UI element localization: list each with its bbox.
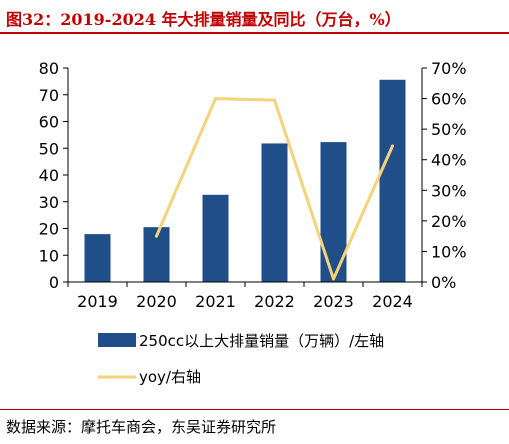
x-axis: 2019 2020 2021 2022 2023 2024 [67,281,423,311]
x-tick-label: 2019 [77,292,118,311]
yoy-point [391,144,394,148]
yoy-point [273,98,276,102]
right-tick-label: 50% [431,120,467,139]
source-rule [0,409,509,410]
left-tick-label: 60 [39,113,59,132]
bar [379,79,406,283]
left-tick-label: 40 [39,166,59,185]
left-tick-label: 80 [39,59,59,78]
left-tick-label: 50 [39,139,59,158]
legend-label-line: yoy/右轴 [139,368,201,386]
left-tick-label: 30 [39,193,59,212]
source-note: 数据来源：摩托车商会，东吴证券研究所 [6,418,277,436]
left-tick-label: 10 [39,246,59,265]
left-axis: 0 10 20 30 40 50 60 70 80 [39,59,69,292]
x-tick-label: 2020 [136,292,177,311]
legend-label-bar: 250cc以上大排量销量（万辆）/左轴 [139,332,384,350]
right-tick-label: 20% [431,212,467,231]
right-tick-label: 70% [431,59,467,78]
chart-title: 图32：2019-2024 年大排量销量及同比（万台，%） [6,10,401,29]
right-tick-label: 0% [431,273,456,292]
bar-series [84,79,406,283]
right-tick-label: 40% [431,151,467,170]
bar-line-chart: 0 10 20 30 40 50 60 70 80 0% 10% 20% 30% 40% 50% 60% 70… [39,59,467,386]
legend: 250cc以上大排量销量（万辆）/左轴 yoy/右轴 [98,332,384,386]
right-tick-label: 10% [431,242,467,261]
bar [84,234,111,282]
title-rule [0,32,509,34]
left-tick-label: 70 [39,86,59,105]
left-tick-label: 20 [39,220,59,239]
x-tick-label: 2021 [195,292,236,311]
right-tick-label: 60% [431,90,467,109]
yoy-line-series [155,97,394,281]
bar [202,194,229,282]
right-axis: 0% 10% 20% 30% 40% 50% 60% 70% [421,59,467,292]
left-tick-label: 0 [49,273,59,292]
legend-swatch-bar [98,333,136,347]
x-tick-label: 2023 [313,292,354,311]
yoy-point [332,277,335,281]
yoy-point [214,97,217,101]
x-tick-label: 2024 [372,292,413,311]
right-tick-label: 30% [431,181,467,200]
x-tick-label: 2022 [254,292,295,311]
bar [261,143,288,282]
yoy-point [155,234,158,238]
